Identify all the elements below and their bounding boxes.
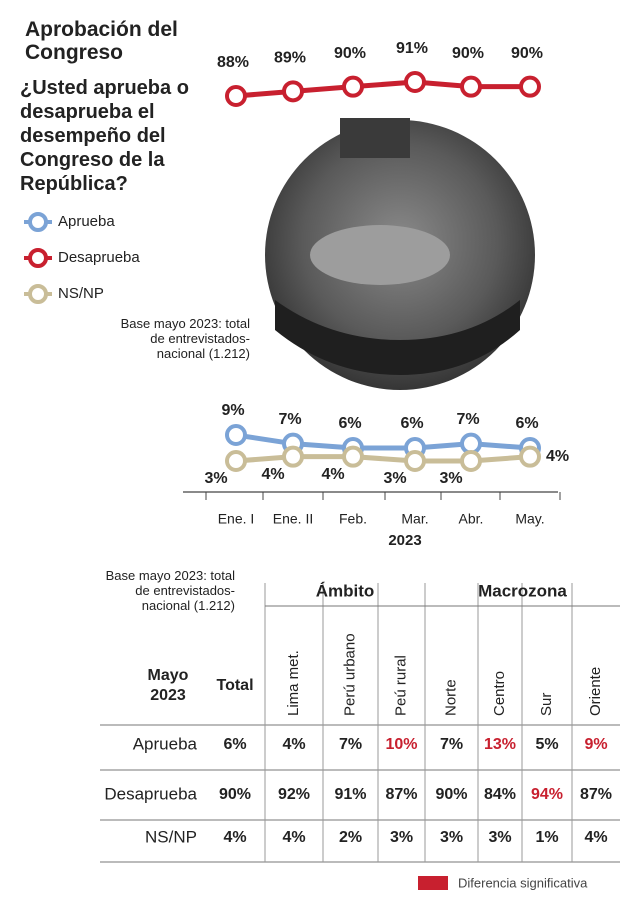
cell: 84% — [484, 786, 516, 803]
point — [342, 445, 364, 468]
column-header: Peú rural — [392, 655, 409, 716]
data-label: 89% — [274, 50, 306, 67]
cell: 3% — [390, 829, 413, 846]
cell: 4% — [282, 736, 305, 753]
data-label: 4% — [261, 466, 284, 483]
row-label: NS/NP — [145, 827, 197, 846]
cell: 13% — [484, 736, 516, 753]
data-label: 7% — [456, 411, 479, 428]
row-label: Aprueba — [133, 734, 198, 753]
series-line — [235, 454, 531, 464]
legend-marker — [28, 212, 48, 232]
cell: 7% — [440, 736, 463, 753]
cell: 91% — [334, 786, 366, 803]
x-tick-label: Feb. — [339, 511, 367, 527]
column-header: Perú urbano — [341, 633, 358, 716]
group-header: Macrozona — [478, 581, 567, 600]
cell: 5% — [535, 736, 558, 753]
cell: 4% — [282, 829, 305, 846]
corner-header: Mayo 2023 — [148, 667, 189, 704]
x-tick-label: May. — [515, 511, 544, 527]
data-label: 88% — [217, 54, 249, 71]
cell: 3% — [440, 829, 463, 846]
cell: 3% — [488, 829, 511, 846]
cell: 4% — [584, 829, 607, 846]
data-label: 4% — [321, 466, 344, 483]
point — [225, 424, 247, 446]
title: Aprobación del Congreso — [25, 18, 178, 64]
x-axis-label: 2023 — [388, 532, 421, 549]
legend-label: NS/NP — [58, 285, 104, 302]
data-label: 3% — [204, 470, 227, 487]
column-header: Centro — [491, 671, 508, 716]
table-legend: Diferencia significativa — [458, 875, 588, 890]
cell: 9% — [584, 736, 607, 753]
legend-marker — [28, 248, 48, 268]
data-label: 6% — [400, 415, 423, 432]
cell: 92% — [278, 786, 310, 803]
legend-swatch — [418, 876, 448, 890]
row-label: Desaprueba — [104, 784, 197, 803]
point — [519, 445, 541, 468]
point — [282, 445, 304, 468]
cell: 10% — [385, 736, 417, 753]
cell: 90% — [435, 786, 467, 803]
data-label: 90% — [452, 45, 484, 62]
cell: 87% — [580, 786, 612, 803]
x-tick-label: Mar. — [401, 511, 428, 527]
column-header: Sur — [538, 693, 555, 716]
legend-label: Desaprueba — [58, 249, 140, 266]
column-header: Oriente — [587, 667, 604, 716]
point — [404, 450, 426, 472]
data-label: 9% — [221, 402, 244, 419]
group-header: Ámbito — [316, 581, 375, 600]
point — [404, 71, 426, 93]
cell: 1% — [535, 829, 558, 846]
column-header: Norte — [442, 679, 459, 716]
column-header: Total — [216, 677, 253, 694]
data-label: 90% — [511, 45, 543, 62]
column-header: Lima met. — [285, 650, 302, 716]
corner-line: 2023 — [150, 687, 186, 704]
cell: 7% — [339, 736, 362, 753]
cell: 6% — [223, 736, 246, 753]
point — [460, 75, 482, 98]
point — [460, 432, 482, 455]
photo — [265, 118, 535, 390]
data-label: 4% — [546, 448, 569, 465]
chart-note: Base mayo 2023: total de entrevistados-n… — [120, 316, 250, 361]
x-tick-label: Ene. I — [218, 511, 255, 527]
x-tick-label: Abr. — [459, 511, 484, 527]
corner-line: Mayo — [148, 667, 189, 684]
point — [282, 80, 304, 103]
point — [225, 85, 247, 107]
series-line — [235, 79, 530, 99]
point — [225, 450, 247, 472]
cell: 90% — [219, 786, 251, 803]
data-label: 6% — [338, 415, 361, 432]
data-label: 91% — [396, 40, 428, 57]
subtitle: ¿Usted aprueba o desaprueba el desempeño… — [20, 77, 189, 195]
point — [519, 75, 541, 98]
cell: 4% — [223, 829, 246, 846]
series-line — [235, 432, 531, 451]
data-label: 3% — [383, 470, 406, 487]
data-label: 3% — [439, 470, 462, 487]
data-label: 7% — [278, 411, 301, 428]
cell: 2% — [339, 829, 362, 846]
table-note: Base mayo 2023: total de entrevistados-n… — [105, 568, 235, 613]
cell: 87% — [385, 786, 417, 803]
legend-marker — [28, 284, 48, 304]
point — [460, 450, 482, 472]
x-tick-label: Ene. II — [273, 511, 313, 527]
data-label: 6% — [515, 415, 538, 432]
data-label: 90% — [334, 45, 366, 62]
cell: 94% — [531, 786, 563, 803]
legend-label: Aprueba — [58, 213, 115, 230]
point — [342, 75, 364, 98]
